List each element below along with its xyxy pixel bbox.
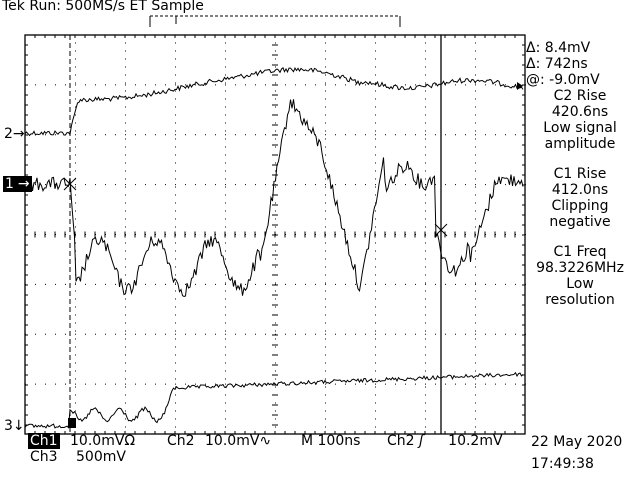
ch1-reference-x-marker [63,177,77,191]
measurement-1-note-2: amplitude [544,136,616,152]
trigger-source: Ch2 [387,433,415,449]
ch3-readout[interactable]: Ch3 500mV [30,449,126,465]
measurement-2-title: C1 Rise [553,166,607,182]
ch2-scale: 10.0mV∿ [205,433,272,449]
brand-label: Tek [2,0,25,14]
arrow-right-icon: → [15,176,32,192]
ch1-readout-label: Ch1 [28,433,60,449]
ch2-readout[interactable]: Ch2 10.0mV∿ [167,433,271,449]
measurement-3-title: C1 Freq [553,244,607,260]
measurement-1-title: C2 Rise [553,88,607,104]
measurement-2-value: 412.0ns [551,182,609,198]
ch2-marker[interactable]: 2→ [4,126,25,142]
ch3-marker[interactable]: 3↓ [4,418,25,434]
measurement-3-value: 98.3226MHz [536,260,624,276]
ch3-readout-label: Ch3 [30,449,58,465]
ch1-scale: 10.0mVΩ [70,433,136,449]
scope-status: Tek Run: 500MS/s ET Sample [2,0,204,14]
measurement-3-note-1: Low [566,276,594,292]
trigger-readout[interactable]: Ch2 ʃ 10.2mV [387,433,503,449]
ch3-marker-label: 3 [4,418,13,434]
ch3-scale: 500mV [76,449,126,465]
acquisition-status: Run: 500MS/s ET Sample [29,0,204,14]
date-readout: 22 May 2020 [531,434,623,450]
cursor-x-marker [434,223,448,237]
graticule-grid [24,34,526,434]
delta-time: Δ: 742ns [526,56,588,72]
ch3-waveform [24,371,524,429]
delta-voltage: Δ: 8.4mV [526,40,591,56]
arrow-right-icon: → [12,126,25,142]
ch1-waveform [24,99,524,298]
at-voltage: @: -9.0mV [526,72,600,88]
ch2-marker-label: 2 [4,126,13,142]
measurement-1-value: 420.6ns [551,104,609,120]
measurement-3-note-2: resolution [545,292,615,308]
ch2-readout-label: Ch2 [167,433,195,449]
trigger-point-marker [68,418,76,428]
ch1-marker-label: 1 [3,176,16,192]
measurement-panel: Δ: 8.4mV Δ: 742ns @: -9.0mV C2 Rise 420.… [526,40,636,308]
measurement-1-note-1: Low signal [543,120,617,136]
graticule-dots [24,34,526,434]
ch1-marker[interactable]: 1 → [3,176,32,192]
ch1-readout[interactable]: Ch1 10.0mVΩ [28,433,135,449]
trigger-position-bracket [149,15,401,27]
trigger-level: 10.2mV [448,433,503,449]
rising-edge-icon: ʃ [419,433,424,449]
ch2-offscreen-arrow [517,82,523,90]
arrow-down-icon: ↓ [12,418,25,434]
time-readout: 17:49:38 [531,456,594,472]
measurement-2-note-2: negative [549,214,611,230]
ch2-waveform [24,66,524,137]
measurement-2-note-1: Clipping [551,198,609,214]
timebase-readout[interactable]: M 100ns [301,433,361,449]
